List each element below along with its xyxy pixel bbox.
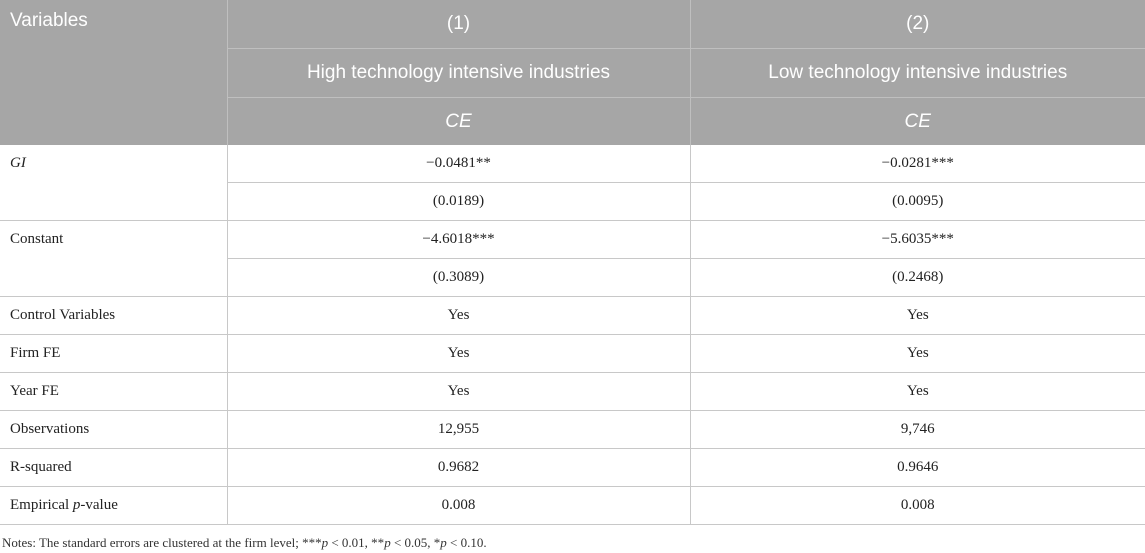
table-row: Constant −4.6018*** −5.6035***	[0, 220, 1145, 297]
firm-fe-col1: Yes	[226, 334, 690, 373]
notes-t3: < 0.10.	[446, 535, 487, 550]
table-row: Control Variables Yes Yes	[0, 296, 1145, 335]
gi-coef-col1: −0.0481**	[226, 145, 690, 183]
row-label-firm-fe: Firm FE	[0, 334, 227, 373]
constant-coef-col1: −4.6018***	[226, 220, 690, 259]
empirical-label-post: -value	[80, 497, 118, 513]
table-row: Empirical p-value 0.008 0.008	[0, 486, 1145, 525]
empirical-label-pre: Empirical	[10, 497, 73, 513]
row-label-constant: Constant	[0, 220, 227, 297]
constant-se-col1: (0.3089)	[226, 258, 690, 297]
r-squared-col1: 0.9682	[226, 448, 690, 487]
col1-dependent-variable: CE	[226, 97, 690, 145]
gi-se-col1: (0.0189)	[226, 182, 690, 221]
empirical-p-col1: 0.008	[226, 486, 690, 525]
regression-table: Variables (1) (2) High technology intens…	[0, 0, 1145, 525]
gi-se-col2: (0.0095)	[689, 182, 1145, 221]
table-row: (0.3089) (0.2468)	[0, 258, 1145, 297]
empirical-label-p: p	[72, 497, 81, 513]
table-header: Variables (1) (2) High technology intens…	[0, 0, 1145, 145]
notes-p3: p	[440, 535, 447, 550]
row-label-empirical-p-value: Empirical p-value	[0, 486, 227, 525]
col2-number: (2)	[689, 0, 1145, 49]
observations-col2: 9,746	[689, 410, 1145, 449]
notes-t1: < 0.01, **	[328, 535, 385, 550]
table-notes: Notes: The standard errors are clustered…	[2, 535, 487, 551]
col2-group-label: Low technology intensive industries	[689, 48, 1145, 98]
constant-coef-col2: −5.6035***	[689, 220, 1145, 259]
table-row: R-squared 0.9682 0.9646	[0, 448, 1145, 487]
control-col1: Yes	[226, 296, 690, 335]
table-row: (0.0189) (0.0095)	[0, 182, 1145, 221]
col1-group-label: High technology intensive industries	[226, 48, 690, 98]
notes-prefix: Notes: The standard errors are clustered…	[2, 535, 322, 550]
notes-t2: < 0.05, *	[390, 535, 441, 550]
row-label-control-variables: Control Variables	[0, 296, 227, 335]
table-row: Firm FE Yes Yes	[0, 334, 1145, 373]
year-fe-col1: Yes	[226, 372, 690, 411]
gi-coef-col2: −0.0281***	[689, 145, 1145, 183]
variables-header: Variables	[0, 0, 227, 145]
table-row: GI −0.0481** −0.0281***	[0, 145, 1145, 221]
constant-se-col2: (0.2468)	[689, 258, 1145, 297]
empirical-p-col2: 0.008	[689, 486, 1145, 525]
col2-dependent-variable: CE	[689, 97, 1145, 145]
col1-number: (1)	[226, 0, 690, 49]
notes-p2: p	[384, 535, 391, 550]
observations-col1: 12,955	[226, 410, 690, 449]
table-row: Observations 12,955 9,746	[0, 410, 1145, 449]
r-squared-col2: 0.9646	[689, 448, 1145, 487]
control-col2: Yes	[689, 296, 1145, 335]
row-label-gi: GI	[0, 145, 227, 221]
row-label-year-fe: Year FE	[0, 372, 227, 411]
notes-p1: p	[321, 535, 329, 550]
year-fe-col2: Yes	[689, 372, 1145, 411]
row-label-r-squared: R-squared	[0, 448, 227, 487]
firm-fe-col2: Yes	[689, 334, 1145, 373]
table-row: Year FE Yes Yes	[0, 372, 1145, 411]
row-label-observations: Observations	[0, 410, 227, 449]
